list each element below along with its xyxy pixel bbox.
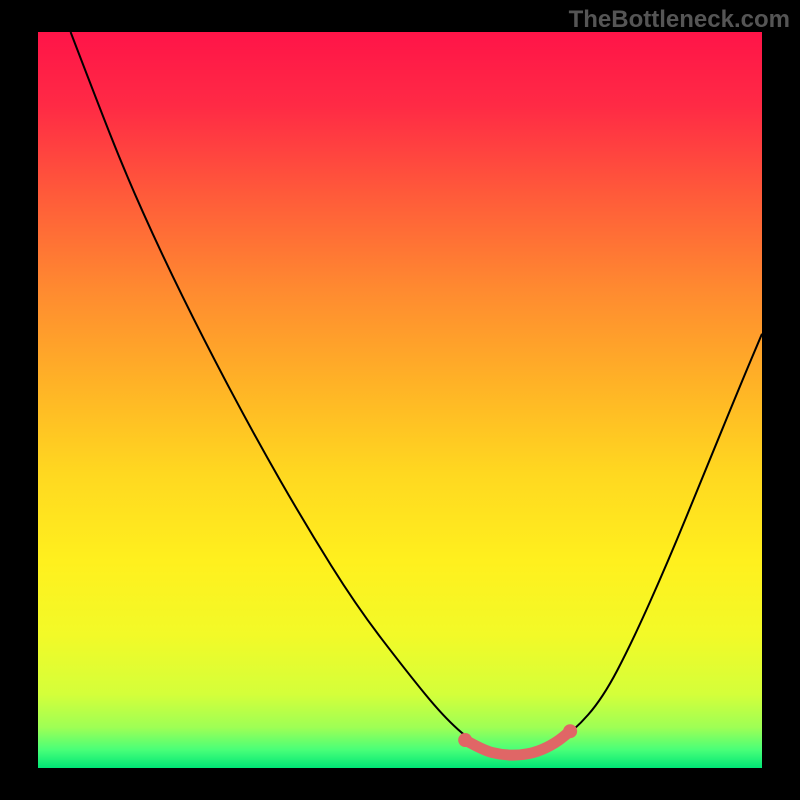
gradient-background: [38, 32, 762, 768]
optimal-range-end-dot: [563, 724, 577, 738]
watermark-text: TheBottleneck.com: [569, 6, 790, 34]
plot-svg: [38, 32, 762, 768]
chart-container: TheBottleneck.com: [0, 0, 800, 800]
optimal-range-start-dot: [458, 733, 472, 747]
plot-area: [38, 32, 762, 768]
